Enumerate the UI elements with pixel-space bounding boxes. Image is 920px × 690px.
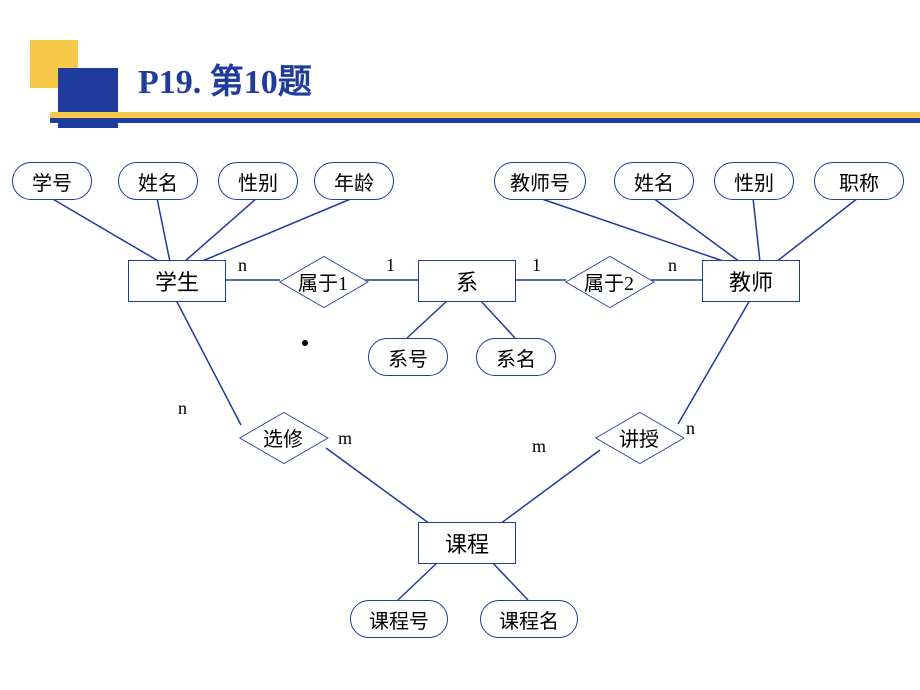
cardinality: n [238, 255, 247, 276]
rel-label: 属于1 [298, 267, 348, 296]
entity-xuesheng: 学生 [128, 260, 226, 302]
rel-xuanxiu: 选修 [240, 412, 326, 462]
attr-label: 系号 [388, 343, 428, 372]
edge-layer [0, 0, 920, 690]
attr-xihao: 系号 [368, 338, 448, 376]
attr-label: 职称 [839, 167, 879, 196]
attr-label: 学号 [32, 167, 72, 196]
entity-label: 教师 [729, 265, 773, 297]
attr-label: 性别 [238, 167, 278, 196]
attr-xingming-1: 姓名 [118, 162, 198, 200]
cardinality: n [178, 398, 187, 419]
attr-kechenghao: 课程号 [350, 600, 448, 638]
entity-jiaoshi: 教师 [702, 260, 800, 302]
attr-xingbie-1: 性别 [218, 162, 298, 200]
attr-jiaoshihao: 教师号 [494, 162, 586, 200]
attr-label: 教师号 [510, 167, 570, 196]
cardinality: 1 [386, 255, 395, 276]
attr-label: 课程号 [369, 605, 429, 634]
deco-underline-blue [50, 118, 920, 123]
entity-label: 课程 [445, 527, 489, 559]
cardinality: m [338, 428, 352, 449]
slide-title: P19. 第10题 [138, 54, 312, 103]
attr-xuehao: 学号 [12, 162, 92, 200]
attr-label: 姓名 [634, 167, 674, 196]
cardinality: n [668, 255, 677, 276]
entity-label: 学生 [155, 265, 199, 297]
rel-label: 选修 [263, 423, 303, 452]
rel-label: 讲授 [619, 423, 659, 452]
rel-label: 属于2 [584, 267, 634, 296]
attr-xingming-2: 姓名 [614, 162, 694, 200]
attr-label: 系名 [496, 343, 536, 372]
entity-xi: 系 [418, 260, 516, 302]
attr-label: 年龄 [334, 167, 374, 196]
attr-ximing: 系名 [476, 338, 556, 376]
rel-shuyu1: 属于1 [280, 256, 366, 306]
cardinality: m [532, 436, 546, 457]
rel-shuyu2: 属于2 [566, 256, 652, 306]
attr-label: 性别 [734, 167, 774, 196]
attr-xingbie-2: 性别 [714, 162, 794, 200]
attr-zhicheng: 职称 [814, 162, 904, 200]
entity-label: 系 [456, 265, 478, 297]
cardinality: n [686, 418, 695, 439]
rel-jiangshou: 讲授 [596, 412, 682, 462]
slide-count-dot [302, 340, 308, 346]
attr-kechengming: 课程名 [480, 600, 578, 638]
entity-kecheng: 课程 [418, 522, 516, 564]
attr-nianling: 年龄 [314, 162, 394, 200]
attr-label: 课程名 [499, 605, 559, 634]
attr-label: 姓名 [138, 167, 178, 196]
cardinality: 1 [532, 255, 541, 276]
